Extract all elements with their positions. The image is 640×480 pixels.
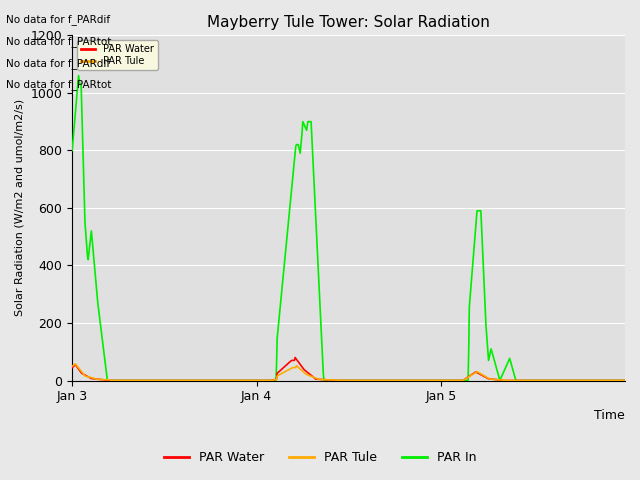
- Text: No data for f_PARtot: No data for f_PARtot: [6, 79, 112, 90]
- Legend: PAR Water, PAR Tule, PAR In: PAR Water, PAR Tule, PAR In: [159, 446, 481, 469]
- Legend: PAR Water, PAR Tule: PAR Water, PAR Tule: [77, 40, 158, 70]
- Text: No data for f_PARdif: No data for f_PARdif: [6, 58, 111, 69]
- Y-axis label: Solar Radiation (W/m2 and umol/m2/s): Solar Radiation (W/m2 and umol/m2/s): [15, 99, 25, 316]
- Text: No data for f_PARtot: No data for f_PARtot: [6, 36, 112, 47]
- X-axis label: Time: Time: [595, 409, 625, 422]
- Text: No data for f_PARdif: No data for f_PARdif: [6, 14, 111, 25]
- Title: Mayberry Tule Tower: Solar Radiation: Mayberry Tule Tower: Solar Radiation: [207, 15, 490, 30]
